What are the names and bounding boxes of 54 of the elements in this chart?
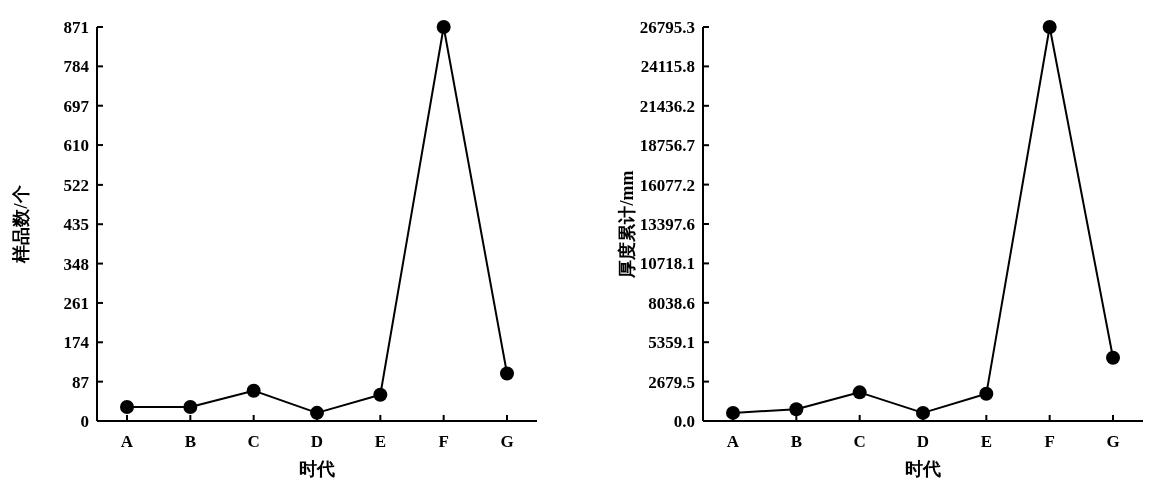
point <box>310 405 324 420</box>
point <box>120 399 134 414</box>
point <box>1042 20 1057 34</box>
y-tick-label: 5359.1 <box>648 333 695 353</box>
y-tick-label: 13397.6 <box>639 214 695 234</box>
x-tick-label: D <box>916 432 930 451</box>
y-tick-label: 784 <box>63 57 90 77</box>
x-tick-label: E <box>374 432 387 451</box>
point <box>436 20 451 34</box>
x-tick-label: D <box>310 432 324 451</box>
x-axis-title: 时代 <box>905 459 941 479</box>
x-tick-label: G <box>1106 432 1120 451</box>
point <box>789 402 804 417</box>
y-tick-label: 0.0 <box>673 411 695 431</box>
y-tick-label: 610 <box>63 136 89 156</box>
x-tick-label: A <box>120 432 134 451</box>
y-tick-label: 24115.8 <box>640 57 695 77</box>
x-tick-label: E <box>980 432 993 451</box>
y-tick-label: 0 <box>80 411 89 431</box>
x-axis-title: 时代 <box>299 459 335 479</box>
x-tick-label: B <box>184 432 197 451</box>
x-tick-label: C <box>853 432 866 451</box>
x-tick-label: F <box>1044 432 1055 451</box>
y-tick-label: 21436.2 <box>639 96 695 116</box>
x-tick-label: F <box>438 432 449 451</box>
y-tick-label: 261 <box>63 293 89 313</box>
y-tick-label: 348 <box>63 254 89 274</box>
y-axis-title: 样品数/个 <box>11 184 31 264</box>
y-tick-label: 697 <box>63 96 90 116</box>
point <box>979 386 994 401</box>
y-tick-label: 435 <box>63 215 89 235</box>
y-tick-label: 2679.5 <box>648 372 695 392</box>
x-tick-label: B <box>790 432 803 451</box>
y-tick-label: 18756.7 <box>639 136 696 156</box>
point <box>500 366 514 381</box>
y-tick-label: 10718.1 <box>639 254 695 274</box>
y-tick-label: 26795.3 <box>639 17 695 37</box>
y-tick-label: 871 <box>63 17 89 37</box>
y-axis-title: 厚度累计/mm <box>617 170 637 279</box>
x-tick-label: C <box>247 432 260 451</box>
y-tick-label: 87 <box>72 372 90 392</box>
point <box>852 385 867 400</box>
y-tick-label: 522 <box>63 175 89 195</box>
point <box>183 399 198 414</box>
y-tick-label: 8038.6 <box>648 293 695 313</box>
x-tick-label: A <box>726 432 740 451</box>
point <box>246 383 261 398</box>
y-tick-label: 174 <box>63 333 90 353</box>
y-tick-label: 16077.2 <box>639 175 695 195</box>
point <box>1106 350 1120 365</box>
point <box>373 387 388 402</box>
point <box>916 405 930 420</box>
x-tick-label: G <box>500 432 514 451</box>
point <box>726 405 740 420</box>
